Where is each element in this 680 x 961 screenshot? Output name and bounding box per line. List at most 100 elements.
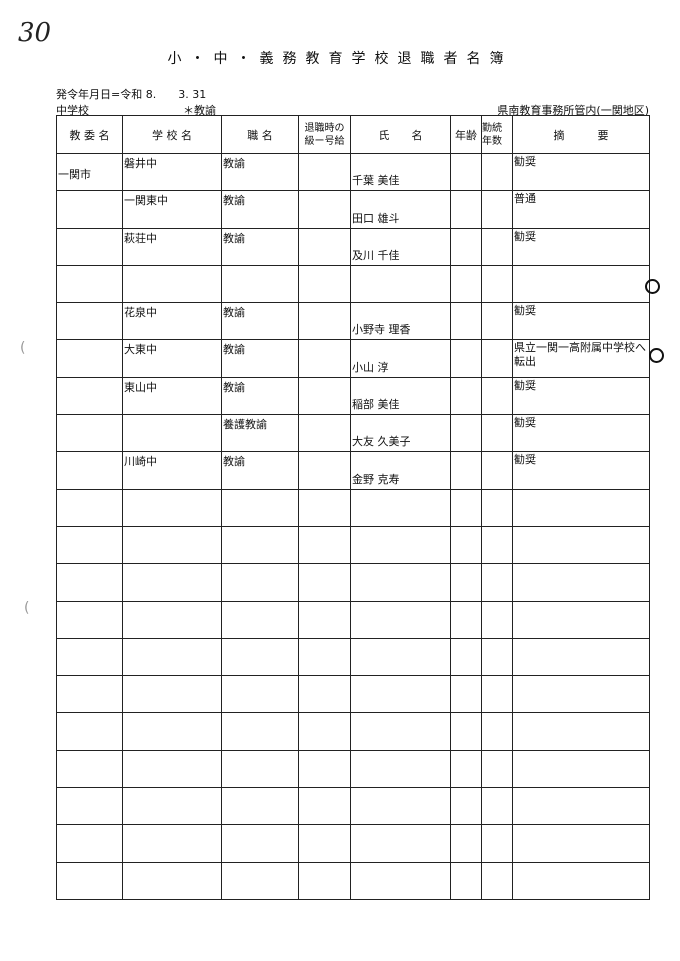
remarks-text: 勧奨 [514,453,536,467]
empty-cell [221,675,299,714]
position-text: 教諭 [223,306,245,320]
empty-cell [221,749,299,789]
remarks-text: 勧奨 [514,155,536,168]
empty-cell [450,563,482,602]
empty-cell [512,749,650,789]
cell-name: 金野 克寿 [350,451,451,490]
empty-cell [122,787,222,826]
empty-cell [298,488,351,527]
cell-board [56,264,123,304]
empty-cell [56,861,123,900]
table-row: 一関東中 教諭 田口 雄斗 普通 [56,190,650,229]
col-school: 学 校 名 [122,115,222,154]
empty-cell [298,787,351,826]
empty-cell [298,525,351,565]
empty-cell [450,525,482,565]
empty-cell [512,861,650,900]
remarks-text: 普通 [514,192,536,206]
cell-grade [298,227,351,266]
empty-cell [350,488,451,527]
empty-cell [221,824,299,863]
name-text: 大友 久美子 [352,435,411,449]
empty-cell [56,488,123,527]
name-text: 稲部 美佳 [352,398,400,412]
empty-cell [512,824,650,863]
empty-cell [122,563,222,602]
empty-cell [221,787,299,826]
empty-row [56,637,650,677]
table-row: 大東中 教諭 小山 淳 県立一関一高附属中学校へ転出 [56,339,650,378]
empty-cell [56,525,123,565]
empty-cell [298,675,351,714]
empty-cell [56,824,123,863]
table-row: 川崎中 教諭 金野 克寿 勧奨 [56,451,650,490]
cell-years [481,264,513,304]
cell-school: 花泉中 [122,302,222,341]
retirees-table: 教 委 名 学 校 名 職 名 退職時の 級ー号給 氏 名 年齢 勤続 年数 摘… [56,115,650,900]
empty-cell [350,637,451,677]
empty-cell [122,637,222,677]
cell-school: 萩荘中 [122,227,222,266]
cell-years [481,376,513,416]
cell-position: 教諭 [221,152,299,192]
cell-board [56,376,123,416]
cell-school: 一関東中 [122,190,222,229]
cell-board [56,414,123,453]
empty-cell [122,712,222,751]
empty-cell [512,712,650,751]
cell-board [56,339,123,378]
cell-school: 磐井中 [122,152,222,192]
empty-row [56,675,650,714]
empty-cell [481,861,513,900]
col-grade: 退職時の 級ー号給 [298,115,351,154]
table-row [56,264,650,304]
table-row: 花泉中 教諭 小野寺 理香 勧奨 [56,302,650,341]
empty-cell [56,600,123,639]
empty-cell [450,787,482,826]
empty-cell [122,824,222,863]
cell-position: 教諭 [221,227,299,266]
school-text: 一関東中 [124,194,168,208]
col-age: 年齢 [450,115,482,154]
empty-cell [56,563,123,602]
position-text: 教諭 [223,380,245,394]
page-title: 小・中・義務教育学校退職者名簿 [167,51,513,67]
cell-grade [298,339,351,378]
cell-years [481,302,513,341]
position-text: 教諭 [223,157,245,170]
empty-row [56,600,650,639]
empty-cell [56,749,123,789]
empty-cell [450,637,482,677]
cell-grade [298,376,351,416]
empty-cell [298,749,351,789]
cell-school: 東山中 [122,376,222,416]
empty-cell [512,675,650,714]
cell-age [450,339,482,378]
cell-position: 教諭 [221,339,299,378]
cell-remarks: 勧奨 [512,152,650,192]
table-row: 一関市 磐井中 教諭 千葉 美佳 勧奨 [56,152,650,192]
remarks-text: 勧奨 [514,304,536,318]
empty-cell [450,712,482,751]
table-row: 萩荘中 教諭 及川 千佳 勧奨 [56,227,650,266]
empty-cell [350,675,451,714]
school-text: 東山中 [124,380,157,394]
table-row: 東山中 教諭 稲部 美佳 勧奨 [56,376,650,416]
empty-cell [122,861,222,900]
empty-cell [450,749,482,789]
issue-date: 発令年月日=令和 8. 3. 31 [56,88,207,101]
cell-age [450,264,482,304]
col-remarks: 摘 要 [512,115,650,154]
empty-cell [481,525,513,565]
empty-cell [350,600,451,639]
cell-age [450,152,482,192]
empty-cell [512,787,650,826]
empty-cell [350,861,451,900]
empty-cell [512,600,650,639]
empty-cell [450,600,482,639]
empty-cell [298,861,351,900]
cell-position: 養護教諭 [221,414,299,453]
empty-cell [350,787,451,826]
cell-position: 教諭 [221,376,299,416]
empty-cell [512,525,650,565]
